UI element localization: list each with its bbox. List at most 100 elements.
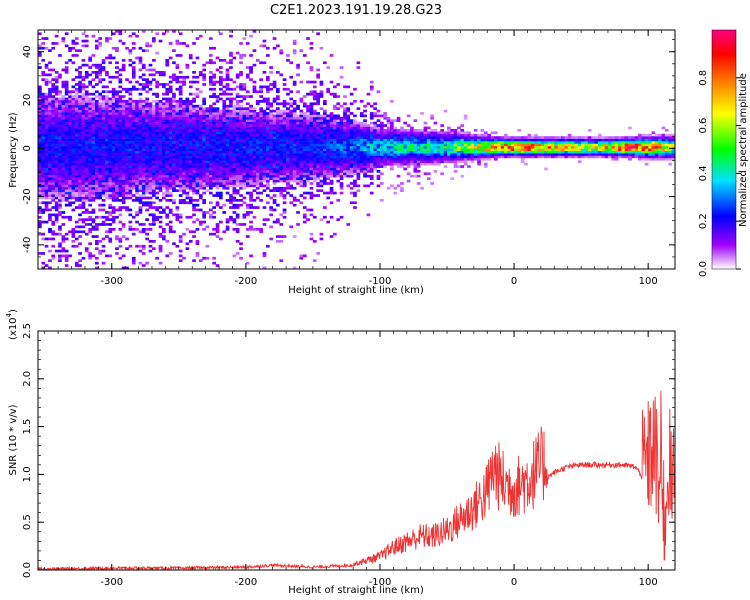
- heatmap-cell: [41, 232, 46, 236]
- heatmap-cell: [58, 100, 62, 103]
- heatmap-cell: [101, 61, 106, 65]
- heatmap-cell: [292, 114, 297, 118]
- heatmap-cell: [148, 133, 153, 137]
- heatmap-cell: [74, 129, 79, 132]
- heatmap-cell: [78, 80, 82, 84]
- heatmap-cell: [78, 71, 82, 74]
- heatmap-cell: [168, 186, 173, 190]
- heatmap-cell: [316, 145, 320, 149]
- heatmap-cell: [64, 44, 69, 48]
- heatmap-cell: [349, 174, 354, 178]
- heatmap-cell: [239, 121, 243, 125]
- heatmap-cell: [61, 194, 66, 197]
- heatmap-cell: [172, 112, 176, 115]
- heatmap-cell: [312, 116, 317, 120]
- heatmap-cell: [209, 191, 213, 195]
- heatmap-cell: [225, 136, 230, 139]
- heatmap-cell: [289, 145, 294, 149]
- heatmap-cell: [178, 97, 183, 101]
- heatmap-cell: [225, 87, 230, 91]
- heatmap-cell: [58, 174, 62, 178]
- heatmap-cell: [172, 121, 176, 125]
- heatmap-cell: [81, 104, 86, 108]
- heatmap-cell: [229, 167, 233, 171]
- heatmap-cell: [88, 104, 92, 108]
- heatmap-cell: [51, 170, 56, 173]
- heatmap-cell: [219, 59, 223, 62]
- heatmap-cell: [279, 172, 284, 176]
- heatmap-cell: [158, 73, 163, 77]
- heatmap-cell: [192, 121, 196, 125]
- heatmap-cell: [349, 172, 354, 176]
- heatmap-cell: [249, 211, 253, 214]
- heatmap-cell: [198, 196, 203, 200]
- heatmap-cell: [312, 162, 317, 166]
- heatmap-cell: [266, 160, 270, 164]
- heatmap-cell: [232, 179, 237, 183]
- heatmap-cell: [152, 179, 156, 183]
- heatmap-cell: [219, 119, 223, 122]
- heatmap-cell: [88, 228, 92, 231]
- heatmap-cell: [118, 148, 123, 151]
- heatmap-cell: [380, 141, 384, 144]
- heatmap-cell: [168, 211, 173, 214]
- heatmap-cell: [292, 160, 297, 164]
- heatmap-cell: [225, 220, 230, 224]
- heatmap-cell: [98, 148, 102, 151]
- heatmap-cell: [289, 126, 294, 130]
- heatmap-cell: [105, 148, 109, 151]
- heatmap-cell: [44, 141, 49, 144]
- heatmap-cell: [182, 189, 186, 192]
- heatmap-cell: [81, 59, 86, 62]
- heatmap-cell: [51, 160, 56, 164]
- heatmap-cell: [61, 249, 66, 253]
- heatmap-cell: [158, 107, 163, 110]
- heatmap-cell: [306, 136, 310, 139]
- heatmap-cell: [339, 160, 344, 164]
- heatmap-cell: [353, 148, 357, 151]
- heatmap-cell: [145, 124, 149, 127]
- heatmap-cell: [222, 155, 227, 159]
- heatmap-cell: [64, 264, 69, 267]
- heatmap-cell: [101, 95, 106, 98]
- heatmap-cell: [222, 230, 227, 234]
- heatmap-cell: [259, 153, 263, 156]
- heatmap-cell: [51, 184, 56, 188]
- heatmap-cell: [54, 126, 59, 130]
- heatmap-cell: [289, 165, 294, 168]
- heatmap-cell: [178, 145, 183, 149]
- heatmap-cell: [225, 124, 230, 127]
- heatmap-cell: [229, 153, 233, 156]
- heatmap-cell: [44, 116, 49, 120]
- heatmap-cell: [323, 124, 327, 127]
- heatmap-cell: [152, 220, 156, 224]
- heatmap-cell: [138, 112, 143, 115]
- heatmap-cell: [296, 136, 300, 139]
- heatmap-cell: [182, 177, 186, 180]
- heatmap-cell: [266, 157, 270, 161]
- heatmap-cell: [111, 208, 116, 212]
- heatmap-cell: [279, 51, 284, 55]
- heatmap-cell: [302, 157, 307, 161]
- heatmap-cell: [121, 102, 126, 106]
- heatmap-cell: [235, 165, 240, 168]
- heatmap-cell: [74, 136, 79, 139]
- heatmap-cell: [339, 138, 344, 142]
- heatmap-cell: [152, 104, 156, 108]
- heatmap-cell: [155, 100, 159, 103]
- heatmap-cell: [91, 114, 96, 118]
- heatmap-cell: [48, 90, 52, 94]
- heatmap-cell: [282, 177, 287, 180]
- heatmap-cell: [302, 133, 307, 137]
- heatmap-cell: [309, 186, 314, 190]
- heatmap-cell: [282, 189, 287, 192]
- heatmap-cell: [128, 160, 133, 164]
- heatmap-cell: [152, 136, 156, 139]
- heatmap-cell: [269, 165, 273, 168]
- heatmap-cell: [326, 133, 330, 137]
- heatmap-cell: [239, 114, 243, 118]
- heatmap-cell: [188, 155, 193, 159]
- heatmap-cell: [192, 220, 196, 224]
- heatmap-cell: [91, 102, 96, 106]
- heatmap-cell: [235, 141, 240, 144]
